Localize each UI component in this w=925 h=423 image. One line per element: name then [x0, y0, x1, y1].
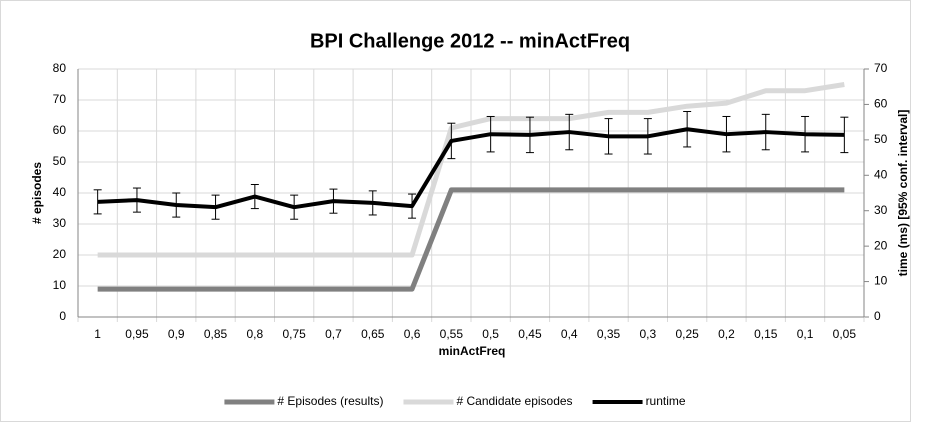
y-axis-title: # episodes [30, 162, 44, 224]
error-bar [604, 118, 613, 155]
error-bar [643, 118, 652, 155]
error-bar [525, 116, 534, 154]
x-tick-label: 1 [94, 327, 101, 341]
error-bar [211, 194, 220, 220]
y2-tick-label: 20 [874, 238, 888, 252]
error-bar [565, 113, 574, 151]
error-bar [93, 189, 102, 215]
y-tick-label: 50 [53, 154, 67, 168]
error-bar [840, 116, 849, 154]
x-tick-label: 0,9 [168, 327, 185, 341]
error-bar [132, 187, 141, 213]
series-line [97, 127, 845, 210]
error-bar [761, 113, 770, 151]
error-bar [290, 194, 299, 220]
legend-label: # Candidate episodes [456, 394, 572, 408]
y2-tick-label: 30 [874, 203, 888, 217]
error-bar [250, 183, 259, 210]
legend-label: # Episodes (results) [277, 394, 383, 408]
error-bar [447, 122, 456, 160]
error-bar [368, 190, 377, 216]
x-axis-title: minActFreq [439, 344, 506, 358]
y2-tick-label: 60 [874, 97, 888, 111]
y-tick-label: 70 [53, 92, 67, 106]
y2-tick-label: 10 [874, 274, 888, 288]
y-tick-label: 20 [53, 247, 67, 261]
y-tick-label: 80 [53, 61, 67, 75]
error-bar [722, 115, 731, 153]
y2-tick-label: 50 [874, 132, 888, 146]
x-tick-label: 0,6 [404, 327, 421, 341]
x-tick-label: 0,85 [204, 327, 228, 341]
x-tick-label: 0,8 [247, 327, 264, 341]
x-tick-label: 0,5 [482, 327, 499, 341]
series-line [97, 82, 845, 258]
error-bar [329, 188, 338, 214]
x-tick-label: 0,1 [797, 327, 814, 341]
x-tick-label: 0,95 [125, 327, 149, 341]
x-tick-label: 0,65 [361, 327, 385, 341]
error-bar [408, 193, 417, 219]
y-tick-label: 60 [53, 123, 67, 137]
error-bar [172, 192, 181, 218]
x-tick-label: 0,15 [754, 327, 778, 341]
x-tick-label: 0,4 [561, 327, 578, 341]
error-bar [683, 111, 692, 148]
error-bar [801, 115, 810, 153]
error-bar [486, 115, 495, 153]
y2-tick-label: 70 [874, 61, 888, 75]
y-tick-label: 40 [53, 185, 67, 199]
y-tick-label: 10 [53, 278, 67, 292]
y2-tick-label: 40 [874, 167, 888, 181]
series-line [97, 187, 845, 292]
x-tick-label: 0,35 [597, 327, 621, 341]
x-tick-label: 0,45 [518, 327, 542, 341]
x-tick-label: 0,75 [282, 327, 306, 341]
x-tick-label: 0,7 [325, 327, 342, 341]
legend-label: runtime [646, 394, 686, 408]
chart-title: BPI Challenge 2012 -- minActFreq [310, 30, 630, 52]
y2-axis-title: time (ms) [95% conf. interval] [896, 110, 910, 277]
x-tick-label: 0,25 [675, 327, 699, 341]
x-tick-label: 0,55 [440, 327, 464, 341]
y2-tick-label: 0 [874, 309, 881, 323]
y-tick-label: 30 [53, 216, 67, 230]
y-tick-label: 0 [59, 309, 66, 323]
x-tick-label: 0,2 [718, 327, 735, 341]
x-tick-label: 0,05 [833, 327, 857, 341]
x-tick-label: 0,3 [640, 327, 657, 341]
